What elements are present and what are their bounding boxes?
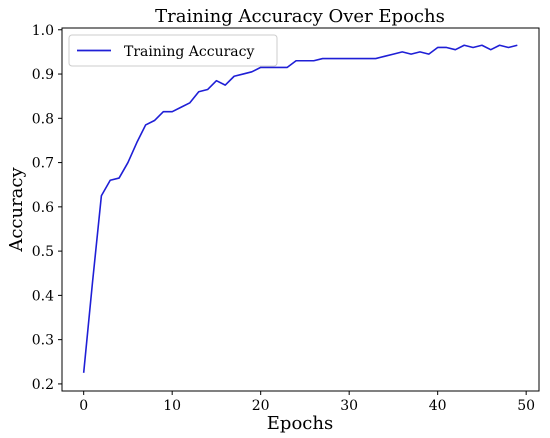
y-tick-label: 0.8 xyxy=(32,111,54,127)
legend: Training Accuracy xyxy=(68,34,278,67)
x-tick-label: 50 xyxy=(517,398,535,414)
x-axis: 0 10 20 30 40 50 xyxy=(79,391,535,414)
y-tick-label: 0.5 xyxy=(32,244,54,260)
series-line-training-accuracy xyxy=(82,44,518,373)
y-tick-label: 0.2 xyxy=(32,377,54,393)
x-tick-label: 40 xyxy=(429,398,447,414)
x-tick-label: 30 xyxy=(340,398,358,414)
plot-area-frame xyxy=(61,27,540,392)
x-tick-label: 0 xyxy=(79,398,88,414)
legend-box xyxy=(68,34,278,67)
x-axis-label: Epochs xyxy=(267,413,333,434)
chart-title: Training Accuracy Over Epochs xyxy=(155,6,445,27)
y-tick-label: 1.0 xyxy=(32,23,54,39)
y-tick-label: 0.9 xyxy=(32,67,54,83)
x-tick-label: 20 xyxy=(252,398,270,414)
y-tick-label: 0.7 xyxy=(32,156,54,172)
y-tick-label: 0.3 xyxy=(32,333,54,349)
y-tick-label: 0.6 xyxy=(32,200,54,216)
series-layer xyxy=(82,44,518,373)
legend-label: Training Accuracy xyxy=(124,44,254,60)
y-axis: 0.2 0.3 0.4 0.5 0.6 0.7 0.8 0.9 1.0 xyxy=(32,23,62,393)
y-axis-label: Accuracy xyxy=(6,167,27,253)
y-tick-label: 0.4 xyxy=(32,288,54,304)
x-tick-label: 10 xyxy=(163,398,181,414)
